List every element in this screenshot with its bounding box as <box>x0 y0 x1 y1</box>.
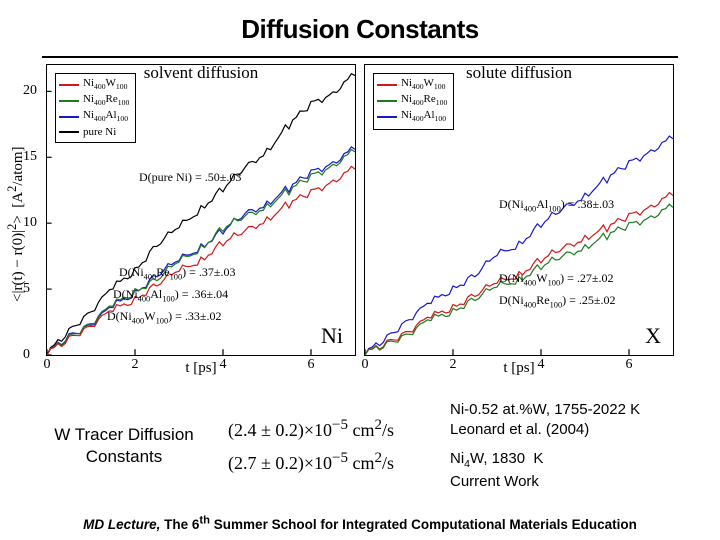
legend-item: Ni400W100 <box>377 77 447 93</box>
x-tick: 0 <box>362 357 369 373</box>
slide-title: Diffusion Constants <box>0 0 720 45</box>
legend-item: Ni400Re100 <box>377 93 447 109</box>
corner-label: Ni <box>321 323 343 349</box>
legend-swatch <box>377 84 397 86</box>
legend-swatch <box>59 131 79 133</box>
reference-2: Ni4W, 1830 KCurrent Work <box>450 449 710 491</box>
legend-swatch <box>59 116 79 118</box>
d-value-annotation: D(pure Ni) = .50±.03 <box>139 170 241 185</box>
legend-item: Ni400Re100 <box>59 93 129 109</box>
trace-line <box>365 136 673 355</box>
d-value-annotation: D(Ni400Re100) = .25±.02 <box>499 293 616 309</box>
references: Ni-0.52 at.%W, 1755-2022 KLeonard et al.… <box>450 400 710 491</box>
formulas: (2.4 ± 0.2)×10−5 cm2/s (2.7 ± 0.2)×10−5 … <box>218 413 450 478</box>
y-tick: 10 <box>23 215 37 231</box>
y-tick: 20 <box>23 83 37 99</box>
legend-item: pure Ni <box>59 126 129 139</box>
d-value-annotation: D(Ni400Al100) = .36±.04 <box>113 287 228 303</box>
legend-label: Ni400W100 <box>401 77 445 93</box>
reference-1: Ni-0.52 at.%W, 1755-2022 KLeonard et al.… <box>450 400 710 439</box>
footer: MD Lecture, The 6th Summer School for In… <box>0 515 720 533</box>
trace-line <box>47 166 355 355</box>
d-value-annotation: D(Ni400W100) = .33±.02 <box>107 309 221 325</box>
legend: Ni400W100Ni400Re100Ni400Al100pure Ni <box>55 73 136 143</box>
y-tick: 5 <box>23 281 30 297</box>
legend-label: Ni400Re100 <box>401 93 447 109</box>
solvent-panel: solvent diffusion024605101520Ni400W100Ni… <box>46 64 356 356</box>
x-tick: 6 <box>626 357 633 373</box>
formula-2: (2.7 ± 0.2)×10−5 cm2/s <box>228 446 450 479</box>
x-axis-label: t [ps] <box>185 360 216 377</box>
bottom-row: W Tracer Diffusion Constants (2.4 ± 0.2)… <box>0 400 720 491</box>
d-value-annotation: D(Ni400Re100) = .37±.03 <box>119 265 236 281</box>
d-value-annotation: D(Ni400W100) = .27±.02 <box>499 271 613 287</box>
x-tick: 4 <box>220 357 227 373</box>
legend-label: Ni400Al100 <box>401 109 446 125</box>
charts-container: solvent diffusion024605101520Ni400W100Ni… <box>42 56 678 376</box>
formula-1: (2.4 ± 0.2)×10−5 cm2/s <box>228 413 450 446</box>
x-tick: 2 <box>450 357 457 373</box>
solute-panel: solute diffusion0246Ni400W100Ni400Re100N… <box>364 64 674 356</box>
legend: Ni400W100Ni400Re100Ni400Al100 <box>373 73 454 130</box>
legend-item: Ni400W100 <box>59 77 129 93</box>
legend-item: Ni400Al100 <box>377 109 447 125</box>
tracer-label: W Tracer Diffusion Constants <box>0 424 218 467</box>
corner-label: X <box>645 323 661 349</box>
legend-label: Ni400Al100 <box>83 109 128 125</box>
d-value-annotation: D(Ni400Al100) = .38±.03 <box>499 197 614 213</box>
legend-swatch <box>59 84 79 86</box>
legend-item: Ni400Al100 <box>59 109 129 125</box>
legend-swatch <box>59 100 79 102</box>
x-tick: 6 <box>308 357 315 373</box>
legend-swatch <box>377 100 397 102</box>
legend-label: pure Ni <box>83 126 116 139</box>
x-axis-label: t [ps] <box>503 360 534 377</box>
x-tick: 2 <box>132 357 139 373</box>
legend-label: Ni400W100 <box>83 77 127 93</box>
legend-swatch <box>377 116 397 118</box>
legend-label: Ni400Re100 <box>83 93 129 109</box>
y-tick: 0 <box>23 347 30 363</box>
y-tick: 15 <box>23 149 37 165</box>
x-tick: 0 <box>44 357 51 373</box>
x-tick: 4 <box>538 357 545 373</box>
